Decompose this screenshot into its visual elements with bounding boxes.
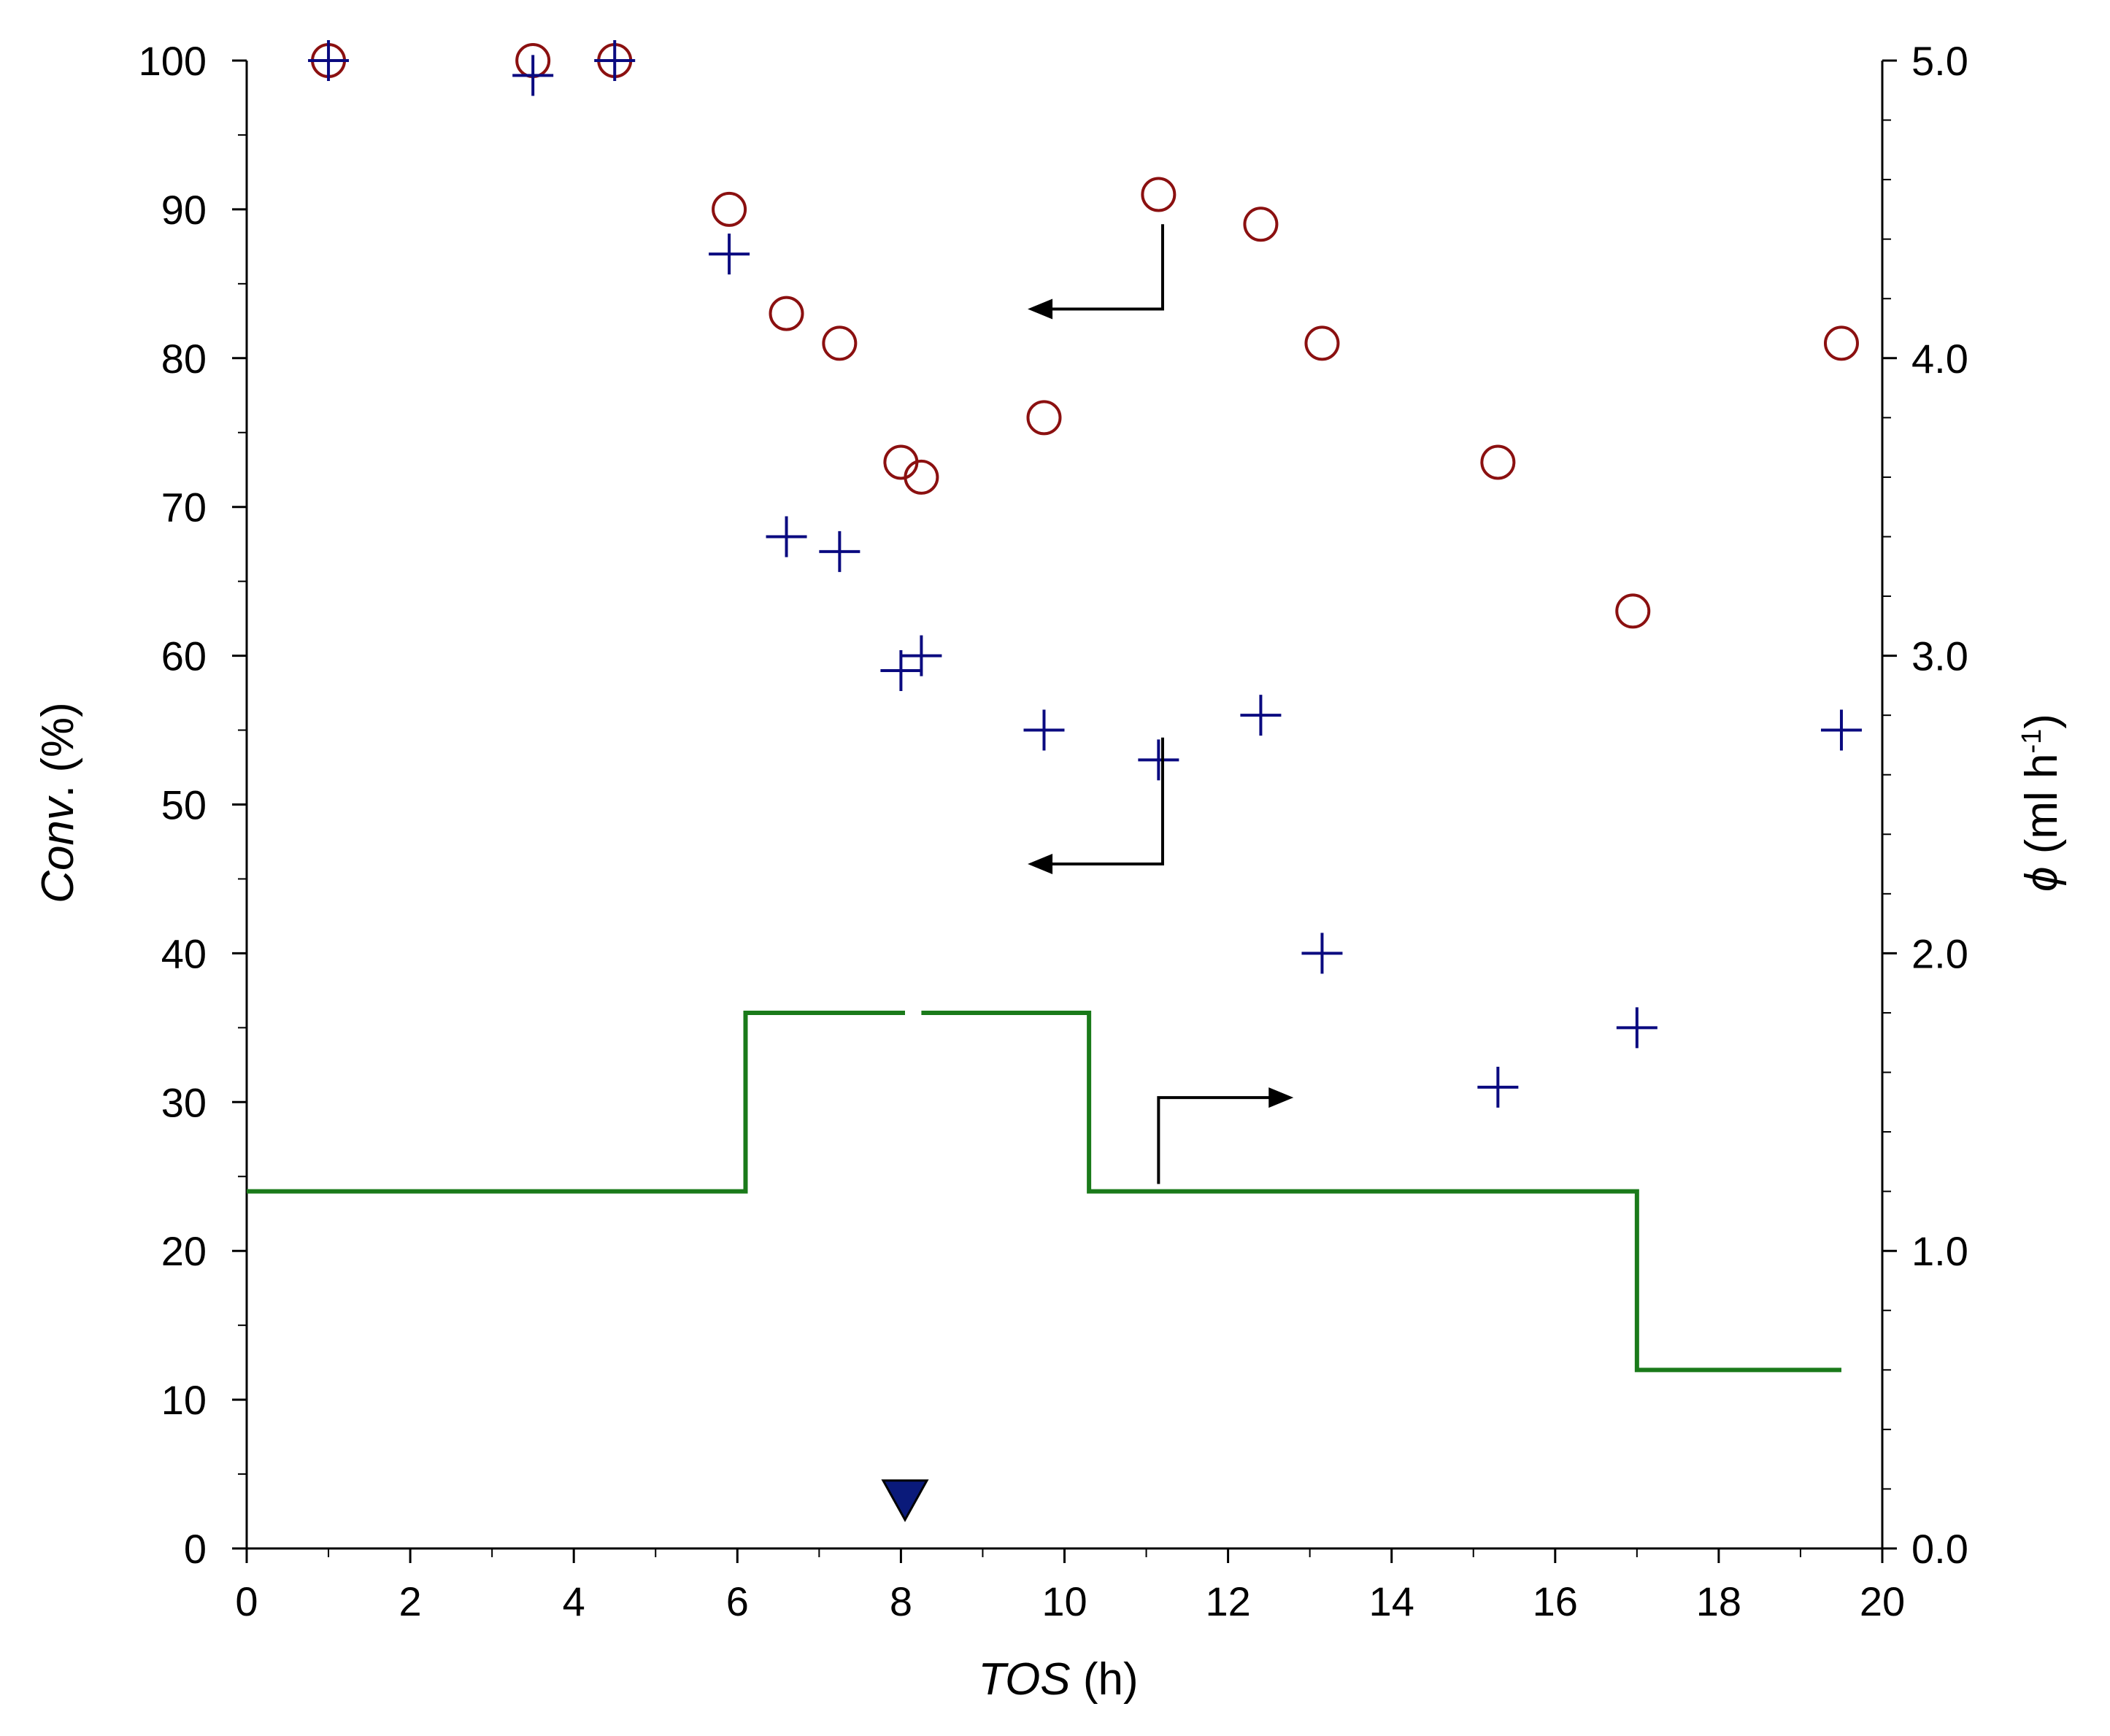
plus-point — [1477, 1066, 1519, 1108]
y-axis-left-title-unit: . (%) — [33, 702, 83, 798]
plus-point — [1138, 739, 1179, 781]
y-right-tick-label: 0.0 — [1911, 1526, 1968, 1572]
flow-rate-line — [247, 1010, 905, 1194]
plus-point — [1820, 709, 1862, 751]
y-right-tick-label: 1.0 — [1911, 1228, 1968, 1274]
y-axis-right-title-unit: (ml h — [2017, 753, 2067, 866]
circle-point — [769, 296, 804, 331]
y-axis-right-title-close: ) — [2017, 714, 2067, 729]
x-axis-title-unit: (h) — [1071, 1654, 1139, 1705]
x-tick-label: 8 — [890, 1578, 912, 1624]
circle-point — [1026, 400, 1062, 436]
annotation-layer — [881, 224, 1294, 1522]
y-right-tick-label: 2.0 — [1911, 930, 1968, 976]
x-tick-label: 16 — [1533, 1578, 1578, 1624]
y-left-tick-label: 60 — [161, 633, 207, 679]
y-axis-left-title: Conv. (%) — [33, 702, 83, 903]
x-tick-label: 12 — [1205, 1578, 1250, 1624]
y-left-tick-label: 70 — [161, 485, 207, 531]
flow-rate-line — [921, 1010, 1841, 1373]
y-left-tick-label: 90 — [161, 187, 207, 233]
plus-point — [308, 40, 350, 81]
x-tick-label: 0 — [235, 1578, 258, 1624]
circle-point — [1823, 325, 1859, 361]
circle-point — [1304, 325, 1340, 361]
y-left-tick-label: 50 — [161, 782, 207, 828]
y-left-tick-label: 100 — [139, 38, 207, 84]
y-left-tick-label: 80 — [161, 336, 207, 382]
y-right-tick-label: 4.0 — [1911, 336, 1968, 382]
y-right-tick-label: 3.0 — [1911, 633, 1968, 679]
right-axis-arrow — [1157, 1087, 1294, 1184]
circle-point — [822, 325, 858, 361]
y-left-tick-label: 20 — [161, 1228, 207, 1274]
y-axis-right-title-superscript: -1 — [2017, 729, 2047, 754]
plus-point — [709, 234, 750, 275]
arrow-head — [1028, 854, 1053, 875]
x-tick-label: 10 — [1041, 1578, 1087, 1624]
arrow-path — [1157, 1096, 1279, 1184]
y-left-tick-label: 40 — [161, 930, 207, 976]
x-tick-label: 18 — [1696, 1578, 1741, 1624]
x-tick-label: 20 — [1860, 1578, 1905, 1624]
x-axis-title-italic: TOS — [978, 1654, 1070, 1705]
arrow-path — [1042, 224, 1164, 311]
plus-point — [594, 40, 636, 81]
y-left-tick-label: 0 — [184, 1526, 207, 1572]
plus-point — [512, 55, 554, 96]
circle-point — [1480, 444, 1516, 480]
arrow-path — [1042, 737, 1164, 866]
plus-point — [901, 635, 942, 676]
y-left-tick-label: 10 — [161, 1377, 207, 1423]
circle-point — [712, 191, 747, 227]
y-left-tick-label: 30 — [161, 1079, 207, 1125]
series-layer — [247, 40, 1862, 1373]
y-axis-right-title-symbol: ϕ — [2017, 866, 2067, 891]
series-flow-rate — [247, 1010, 1841, 1373]
x-tick-label: 14 — [1369, 1578, 1414, 1624]
circle-point — [1615, 593, 1651, 629]
plus-point — [1240, 695, 1282, 736]
axes: 0 2 4 6 8 10 12 14 16 18 20 0 10 20 30 40 50 60 70 80 90 100 0… — [139, 38, 1968, 1624]
plus-point — [1301, 933, 1343, 974]
series-crosses — [308, 40, 1862, 1108]
y-axis-left-title-italic: Conv — [33, 795, 83, 903]
x-tick-label: 6 — [726, 1578, 749, 1624]
plus-point — [880, 649, 922, 691]
circle-point — [904, 459, 939, 495]
series-circles — [311, 43, 1859, 629]
x-axis-title: TOS (h) — [978, 1654, 1138, 1705]
y-axis-right-title: ϕ (ml h-1) — [2017, 714, 2067, 892]
y-right-tick-label: 5.0 — [1911, 38, 1968, 84]
plus-point — [819, 531, 860, 572]
arrow-head — [1028, 298, 1053, 320]
arrow-head — [1268, 1087, 1294, 1108]
left-axis-arrow — [1028, 737, 1164, 875]
circle-point — [1243, 207, 1279, 242]
circle-point — [1141, 177, 1177, 212]
plus-point — [1616, 1007, 1657, 1049]
plus-point — [766, 516, 807, 558]
x-tick-label: 2 — [399, 1578, 422, 1624]
plus-point — [1023, 709, 1065, 751]
event-marker-triangle — [881, 1479, 929, 1522]
left-axis-arrow — [1028, 224, 1164, 320]
x-tick-label: 4 — [563, 1578, 585, 1624]
